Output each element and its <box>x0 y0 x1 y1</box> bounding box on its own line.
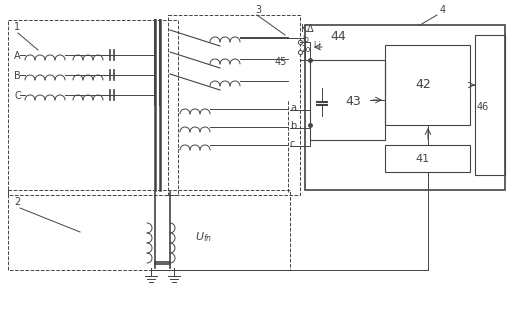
Bar <box>305 25 505 190</box>
Text: B: B <box>14 71 21 81</box>
Bar <box>310 60 385 140</box>
Text: 44: 44 <box>330 30 346 43</box>
Text: 2o: 2o <box>302 45 311 54</box>
Bar <box>385 45 470 125</box>
Text: b: b <box>290 121 296 131</box>
Text: 43: 43 <box>345 95 361 108</box>
Text: 4: 4 <box>440 5 446 15</box>
Text: K$\Delta$: K$\Delta$ <box>300 22 315 34</box>
Text: I j: I j <box>314 41 321 50</box>
Text: A: A <box>14 51 20 61</box>
Bar <box>385 145 470 172</box>
Text: 2: 2 <box>14 197 20 207</box>
Text: 42: 42 <box>415 78 431 91</box>
Text: 41: 41 <box>415 154 429 164</box>
Bar <box>475 35 505 175</box>
Text: lo: lo <box>302 35 309 44</box>
Text: C: C <box>14 91 21 101</box>
Text: a: a <box>290 103 296 113</box>
Text: 3: 3 <box>255 5 261 15</box>
Text: 1: 1 <box>14 22 20 32</box>
Text: $U_{fn}$: $U_{fn}$ <box>195 230 212 244</box>
Text: c: c <box>290 139 295 149</box>
Text: 45: 45 <box>275 57 287 67</box>
Text: 46: 46 <box>477 102 489 112</box>
